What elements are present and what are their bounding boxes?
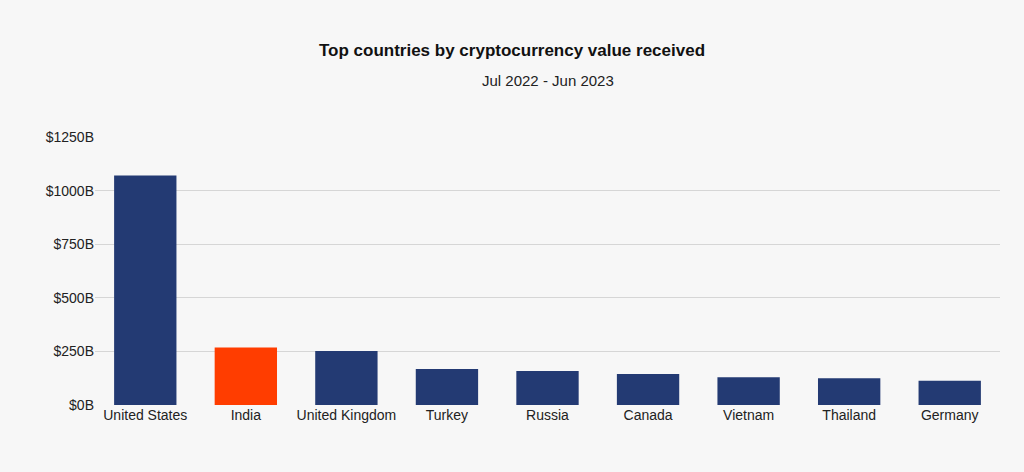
svg-text:Vietnam: Vietnam xyxy=(723,407,774,423)
svg-text:$500B: $500B xyxy=(54,290,94,306)
svg-text:$1250B: $1250B xyxy=(46,129,94,145)
svg-text:$750B: $750B xyxy=(54,236,94,252)
svg-text:$0B: $0B xyxy=(69,397,94,413)
svg-text:Russia: Russia xyxy=(526,407,569,423)
svg-text:United Kingdom: United Kingdom xyxy=(297,407,397,423)
svg-text:Thailand: Thailand xyxy=(822,407,876,423)
svg-text:$1000B: $1000B xyxy=(46,183,94,199)
svg-text:United States: United States xyxy=(103,407,187,423)
svg-text:$250B: $250B xyxy=(54,343,94,359)
svg-text:Germany: Germany xyxy=(921,407,979,423)
svg-text:Turkey: Turkey xyxy=(426,407,468,423)
svg-text:Top countries by cryptocurrenc: Top countries by cryptocurrency value re… xyxy=(319,41,705,60)
svg-text:Jul 2022 - Jun 2023: Jul 2022 - Jun 2023 xyxy=(482,72,614,89)
svg-text:India: India xyxy=(231,407,262,423)
svg-text:Canada: Canada xyxy=(624,407,673,423)
